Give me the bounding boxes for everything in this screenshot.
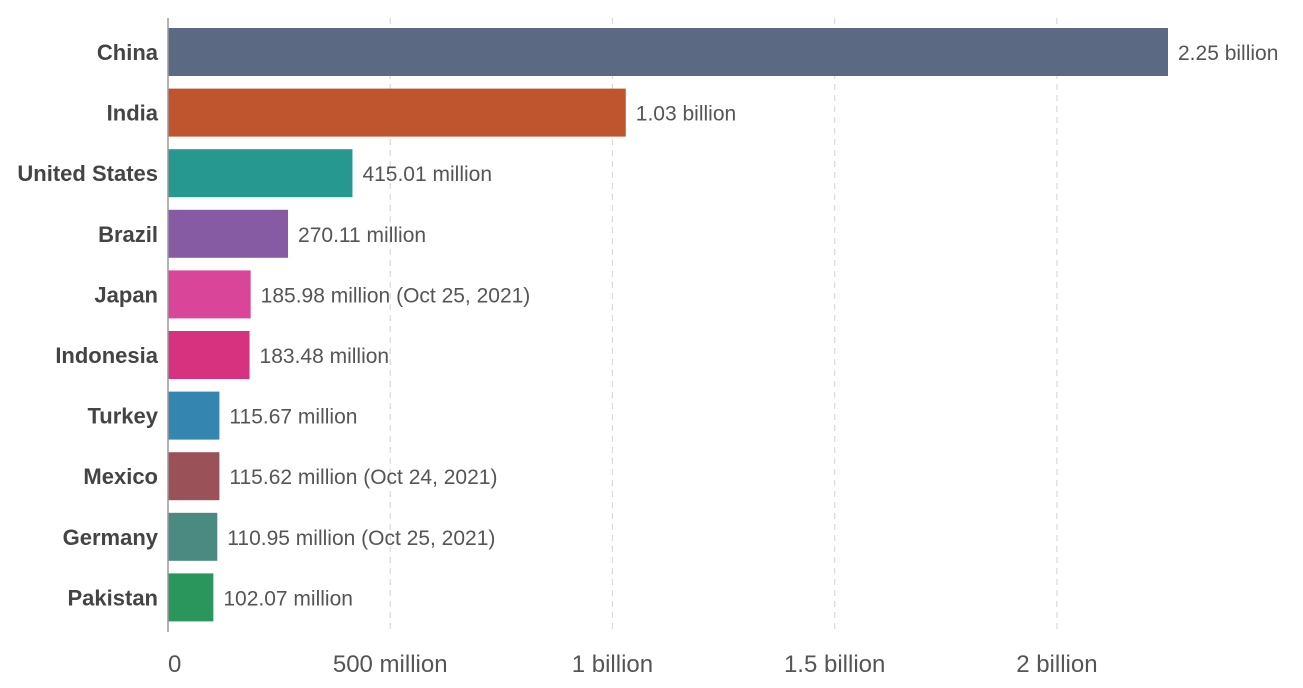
value-label-turkey: 115.67 million <box>229 406 357 429</box>
value-label-united-states: 415.01 million <box>362 163 492 186</box>
country-label-pakistan: Pakistan <box>68 585 159 610</box>
x-tick-label-1-5-billion: 1.5 billion <box>784 651 885 678</box>
country-label-germany: Germany <box>63 525 159 550</box>
value-label-pakistan: 102.07 million <box>223 587 353 610</box>
bar-india <box>168 88 626 137</box>
bar-turkey <box>168 391 220 440</box>
bar-china <box>168 28 1168 76</box>
country-label-turkey: Turkey <box>87 404 158 429</box>
label-layer: China 2.25 billion India 1.03 billion United… <box>17 40 1278 610</box>
country-label-india: India <box>107 101 159 126</box>
value-label-indonesia: 183.48 million <box>260 345 390 368</box>
value-label-china: 2.25 billion <box>1178 42 1278 65</box>
country-label-japan: Japan <box>94 282 158 307</box>
bar-brazil <box>168 209 289 258</box>
value-label-japan: 185.98 million (Oct 25, 2021) <box>261 284 531 307</box>
country-label-china: China <box>97 40 159 65</box>
country-label-indonesia: Indonesia <box>55 343 158 368</box>
bar-layer <box>168 28 1168 622</box>
bar-mexico <box>168 452 220 501</box>
value-label-brazil: 270.11 million <box>298 224 426 247</box>
bar-germany <box>168 512 218 561</box>
axis-layer: 0 500 million 1 billion 1.5 billion 2 billio… <box>167 18 1098 678</box>
bar-pakistan <box>168 573 214 622</box>
value-label-germany: 110.95 million (Oct 25, 2021) <box>227 527 495 550</box>
value-label-mexico: 115.62 million (Oct 24, 2021) <box>229 466 497 489</box>
bar-united-states <box>168 149 353 198</box>
x-tick-label-0: 0 <box>168 651 181 678</box>
country-label-mexico: Mexico <box>83 464 158 489</box>
x-tick-label-2-billion: 2 billion <box>1016 651 1097 678</box>
x-tick-label-500-million: 500 million <box>333 651 448 678</box>
x-tick-label-1-billion: 1 billion <box>572 651 653 678</box>
value-label-india: 1.03 billion <box>636 103 736 126</box>
country-label-brazil: Brazil <box>98 222 158 247</box>
country-label-united-states: United States <box>17 161 158 186</box>
bar-japan <box>168 270 251 319</box>
bar-indonesia <box>168 331 250 379</box>
